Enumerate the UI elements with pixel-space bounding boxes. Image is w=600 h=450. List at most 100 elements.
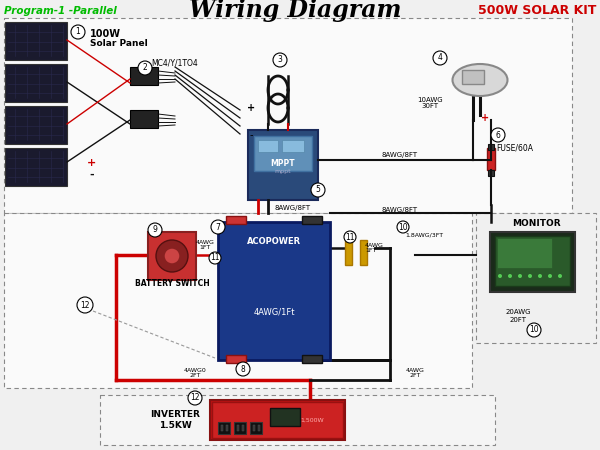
Text: INVERTER
1.5KW: INVERTER 1.5KW: [150, 410, 200, 430]
Text: 11: 11: [345, 233, 355, 242]
Text: 1: 1: [76, 27, 80, 36]
Bar: [462, 70, 484, 84]
Bar: [5, 106, 67, 144]
Bar: [488, 144, 494, 150]
Circle shape: [236, 362, 250, 376]
Bar: [5, 22, 67, 60]
Bar: [237, 425, 239, 431]
Bar: [226, 216, 246, 224]
Text: Wiring Diagram: Wiring Diagram: [189, 0, 401, 22]
Circle shape: [433, 51, 447, 65]
Text: Solar Panel: Solar Panel: [90, 39, 148, 48]
Text: 10AWG
30FT: 10AWG 30FT: [417, 96, 443, 109]
Bar: [100, 395, 495, 445]
Text: 8: 8: [241, 364, 245, 373]
Bar: [254, 136, 312, 171]
Text: 2: 2: [143, 63, 148, 72]
Bar: [221, 425, 223, 431]
Bar: [4, 213, 472, 388]
Text: ACOPOWER: ACOPOWER: [247, 238, 301, 247]
Text: 8AWG/8FT: 8AWG/8FT: [382, 207, 418, 213]
Text: 3: 3: [278, 55, 283, 64]
Bar: [495, 236, 570, 286]
Bar: [148, 232, 196, 280]
Bar: [242, 425, 244, 431]
Text: mppt: mppt: [275, 170, 292, 175]
Bar: [476, 213, 596, 343]
Bar: [490, 232, 575, 292]
Circle shape: [491, 128, 505, 142]
Text: 10: 10: [529, 325, 539, 334]
Bar: [4, 18, 572, 213]
Text: 100W: 100W: [90, 29, 121, 39]
Text: MPPT: MPPT: [271, 159, 295, 168]
Circle shape: [164, 248, 180, 264]
Text: 500W SOLAR KIT: 500W SOLAR KIT: [478, 4, 596, 18]
Circle shape: [397, 221, 409, 233]
Text: 12: 12: [190, 393, 200, 402]
Ellipse shape: [452, 64, 508, 96]
Text: +: +: [481, 113, 489, 123]
Bar: [488, 170, 494, 176]
Circle shape: [527, 323, 541, 337]
Text: 6: 6: [496, 130, 500, 140]
Circle shape: [538, 274, 542, 278]
Text: 4AWG
2FT: 4AWG 2FT: [406, 368, 424, 378]
Bar: [226, 355, 246, 363]
Bar: [258, 140, 278, 152]
Text: 12: 12: [80, 301, 90, 310]
Circle shape: [209, 252, 221, 264]
Text: Program-1 -Parallel: Program-1 -Parallel: [4, 6, 117, 16]
Bar: [270, 408, 300, 426]
Text: 10: 10: [398, 222, 408, 231]
Text: BATTERY SWITCH: BATTERY SWITCH: [134, 279, 209, 288]
Bar: [258, 425, 260, 431]
Text: -: -: [89, 170, 94, 180]
Circle shape: [518, 274, 522, 278]
Bar: [345, 240, 352, 265]
Text: MONITOR: MONITOR: [512, 220, 560, 229]
Circle shape: [311, 183, 325, 197]
Circle shape: [558, 274, 562, 278]
Text: 1,500W: 1,500W: [300, 418, 323, 423]
Bar: [250, 422, 262, 434]
Bar: [5, 64, 67, 102]
Text: 4: 4: [437, 54, 442, 63]
Text: 8AWG/8FT: 8AWG/8FT: [382, 152, 418, 158]
Text: 4AWG/1Ft: 4AWG/1Ft: [253, 307, 295, 316]
Bar: [487, 148, 495, 170]
Circle shape: [138, 61, 152, 75]
Text: -: -: [249, 130, 253, 140]
Circle shape: [508, 274, 512, 278]
Circle shape: [548, 274, 552, 278]
Bar: [253, 425, 255, 431]
Circle shape: [188, 391, 202, 405]
Circle shape: [344, 231, 356, 243]
Text: +: +: [247, 103, 255, 113]
Bar: [248, 130, 318, 200]
Bar: [360, 240, 367, 265]
Circle shape: [156, 240, 188, 272]
Bar: [130, 67, 158, 85]
Text: +: +: [88, 158, 97, 168]
Bar: [497, 238, 552, 268]
Circle shape: [77, 297, 93, 313]
Text: 4AWG0
2FT: 4AWG0 2FT: [184, 368, 206, 378]
Circle shape: [498, 274, 502, 278]
Text: 5: 5: [316, 185, 320, 194]
Text: MC4/Y/1TO4: MC4/Y/1TO4: [152, 58, 199, 68]
Bar: [282, 140, 304, 152]
Text: 1.8AWG/3FT: 1.8AWG/3FT: [405, 233, 443, 238]
Circle shape: [71, 25, 85, 39]
Bar: [302, 216, 322, 224]
Circle shape: [528, 274, 532, 278]
Text: 4AWG
1FT: 4AWG 1FT: [365, 243, 384, 253]
Bar: [218, 222, 330, 360]
Circle shape: [211, 220, 225, 234]
Text: FUSE/60A: FUSE/60A: [497, 144, 533, 153]
Bar: [234, 422, 246, 434]
Bar: [210, 400, 345, 440]
Circle shape: [148, 223, 162, 237]
Bar: [130, 110, 158, 128]
Bar: [218, 422, 230, 434]
